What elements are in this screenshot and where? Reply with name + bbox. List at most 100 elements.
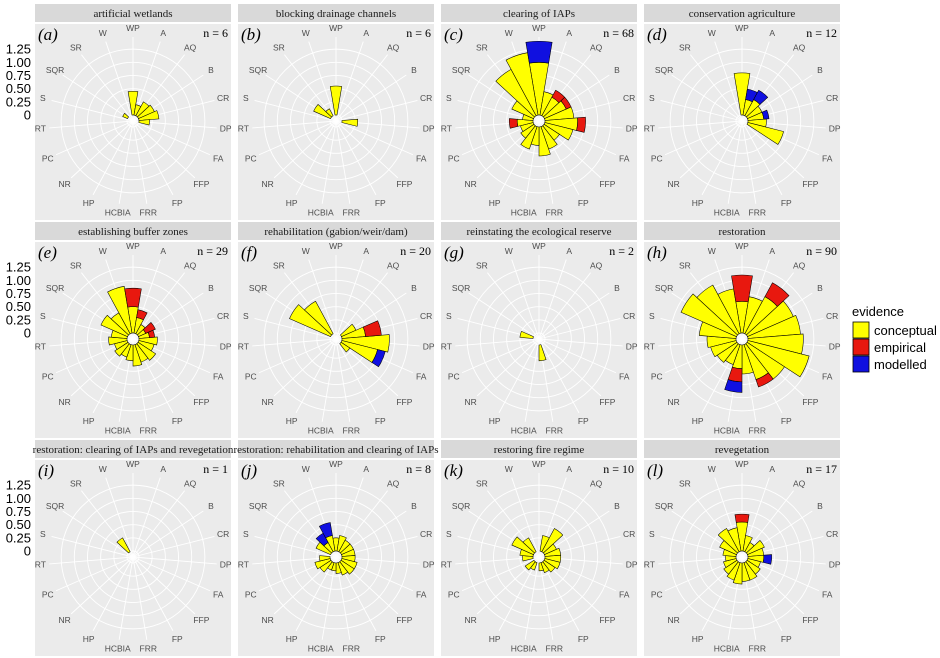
- panel-strip: [441, 440, 637, 458]
- bar-conceptual-A: [336, 535, 347, 553]
- panel-strip: [238, 440, 434, 458]
- bar-conceptual-FA: [543, 558, 561, 570]
- sample-size: n = 29: [197, 244, 228, 258]
- bar-empirical-FP: [755, 372, 774, 388]
- category-label: AQ: [387, 479, 400, 489]
- grid-spoke: [727, 120, 743, 204]
- panel-tag: (i): [38, 461, 54, 480]
- category-labels: WP A AQ B CR DP FA FFP FP FRR HCBIA HP NR PC RT S SQR SR W: [644, 241, 841, 436]
- y-tick-label: 1.25: [6, 478, 31, 493]
- category-label: SQR: [46, 501, 64, 511]
- grid-spoke: [714, 41, 743, 122]
- panel: clearing of IAPs WP A AQ B CR DP FA FFP FP FRR HCBI…: [441, 4, 638, 220]
- legend-label-empirical: empirical: [874, 340, 926, 355]
- bar-empirical-WP: [734, 513, 750, 523]
- bar-conceptual-SR: [304, 300, 334, 336]
- panel-title: blocking drainage channels: [276, 8, 396, 20]
- category-label: SR: [679, 261, 691, 271]
- grid-spoke: [49, 120, 134, 129]
- category-labels: WP A AQ B CR DP FA FFP FP FRR HCBIA HP NR PC RT S SQR SR W: [441, 23, 638, 218]
- category-label: PC: [42, 589, 54, 599]
- category-label: WP: [329, 241, 343, 251]
- category-label: HCBIA: [308, 426, 334, 436]
- grid-spoke: [258, 338, 337, 374]
- panel-title: revegetation: [715, 444, 770, 456]
- grid-spoke: [690, 54, 743, 122]
- category-label: FA: [619, 589, 630, 599]
- grid-spoke: [254, 535, 337, 558]
- panel-strip: [644, 440, 840, 458]
- bar-conceptual-FRR: [132, 344, 143, 367]
- y-tick-label: 0: [24, 108, 31, 123]
- category-label: SR: [476, 479, 488, 489]
- rose-bars: [733, 72, 784, 145]
- rose-bars: [717, 513, 772, 585]
- category-label: PC: [651, 153, 663, 163]
- category-label: FFP: [599, 397, 615, 407]
- category-label: PC: [42, 153, 54, 163]
- category-label: HCBIA: [511, 426, 537, 436]
- rose-bars: [100, 285, 158, 367]
- grid-spoke: [321, 120, 337, 204]
- bar-conceptual-PC: [723, 558, 738, 568]
- bar-conceptual-FFP: [339, 341, 351, 353]
- category-label: AQ: [184, 43, 197, 53]
- category-label: HP: [83, 634, 95, 644]
- category-label: S: [243, 311, 249, 321]
- category-label: HCBIA: [714, 644, 740, 654]
- category-label: A: [566, 28, 572, 38]
- panel: blocking drainage channels WP A AQ B CR DP FA FF…: [238, 4, 435, 220]
- category-label: SQR: [452, 65, 470, 75]
- category-label: PC: [245, 371, 257, 381]
- grid-spoke: [308, 41, 337, 122]
- y-tick-label: 0.25: [6, 530, 31, 545]
- grid-spoke: [335, 54, 388, 122]
- category-label: AQ: [387, 43, 400, 53]
- grid-spoke: [273, 120, 337, 179]
- category-label: W: [505, 246, 513, 256]
- category-label: SQR: [46, 283, 64, 293]
- grid-spoke: [51, 535, 134, 558]
- category-label: A: [363, 28, 369, 38]
- category-label: NR: [261, 615, 273, 625]
- category-label: S: [40, 529, 46, 539]
- category-label: CR: [217, 93, 229, 103]
- bar-modelled-FA: [371, 349, 386, 368]
- grid-spoke: [51, 99, 134, 122]
- category-label: NR: [464, 615, 476, 625]
- panel: conservation agriculture WP A AQ B CR DP FA FFP F…: [644, 4, 841, 220]
- panel: reinstating the ecological reserve WP A AQ B…: [441, 222, 638, 438]
- grid-spoke: [254, 317, 337, 340]
- sample-size: n = 2: [609, 244, 634, 258]
- grid-spoke: [252, 120, 337, 129]
- category-label: SR: [70, 261, 82, 271]
- bar-conceptual-HP: [520, 125, 538, 150]
- category-label: AQ: [590, 479, 603, 489]
- category-label: DP: [423, 342, 435, 352]
- category-label: FRR: [140, 426, 157, 436]
- category-label: RT: [238, 342, 249, 352]
- bar-conceptual-AQ: [541, 528, 564, 554]
- category-label: SQR: [249, 283, 267, 293]
- y-tick-label: 1.00: [6, 55, 31, 70]
- category-label: SR: [476, 261, 488, 271]
- category-label: DP: [220, 124, 232, 134]
- bar-conceptual-NR: [114, 341, 130, 357]
- category-label: B: [208, 501, 214, 511]
- grid-spoke: [664, 120, 743, 156]
- category-label: NR: [667, 397, 679, 407]
- bar-conceptual-SR: [522, 537, 537, 554]
- category-label: CR: [623, 529, 635, 539]
- category-label: FFP: [193, 397, 209, 407]
- category-label: S: [446, 529, 452, 539]
- category-label: B: [614, 65, 620, 75]
- bar-conceptual-FP: [540, 561, 550, 573]
- y-axes: 1.251.000.750.500.2501.251.000.750.500.2…: [6, 42, 31, 559]
- panel: rehabilitation (gabion/weir/dam) WP A AQ B CR…: [238, 222, 435, 438]
- category-label: S: [649, 529, 655, 539]
- bar-conceptual-FRR: [538, 126, 551, 157]
- grid-spoke: [132, 556, 174, 632]
- category-label: FFP: [802, 179, 818, 189]
- grid-spoke: [335, 120, 351, 204]
- category-label: FP: [172, 416, 183, 426]
